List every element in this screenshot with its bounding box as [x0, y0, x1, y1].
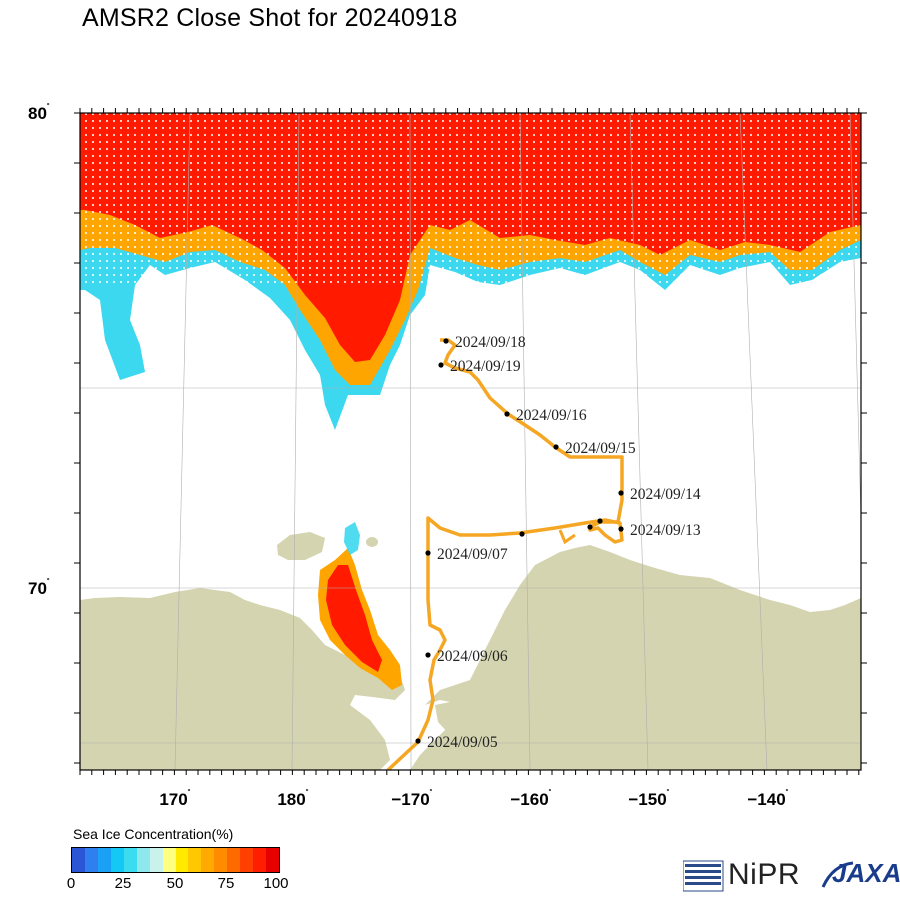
lon-label-m160: −160˚	[510, 788, 552, 809]
track-date-label: 2024/09/14	[630, 486, 701, 503]
lon-label-m140: −140˚	[747, 788, 789, 809]
colorbar-swatch	[136, 848, 150, 872]
colorbar-swatch	[97, 848, 111, 872]
colorbar-swatch	[175, 848, 189, 872]
jaxa-swoosh-icon	[821, 861, 854, 888]
track-date-dot	[438, 362, 444, 368]
colorbar-swatch	[253, 848, 267, 872]
colorbar-swatch	[84, 848, 98, 872]
colorbar-swatch	[162, 848, 176, 872]
land-wrangel-island	[277, 532, 325, 560]
track-date-dot	[504, 411, 510, 417]
track-date-label: 2024/09/18	[455, 334, 526, 351]
colorbar-tick-0: 0	[66, 875, 76, 892]
colorbar	[71, 847, 280, 873]
track-date-label: 2024/09/15	[565, 440, 636, 457]
colorbar-tick-50: 50	[166, 875, 184, 892]
tick-marks	[74, 108, 867, 775]
map-frame	[79, 112, 862, 771]
track-date-dot	[415, 738, 421, 744]
track-point-dot	[597, 518, 603, 524]
colorbar-swatch	[201, 848, 215, 872]
track-date-label: 2024/09/19	[450, 358, 521, 375]
track-date-label: 2024/09/07	[437, 546, 508, 563]
track-date-label: 2024/09/13	[630, 522, 701, 539]
legend-title: Sea Ice Concentration(%)	[73, 826, 234, 842]
track-date-label: 2024/09/16	[516, 407, 587, 424]
colorbar-tick-75: 75	[217, 875, 235, 892]
nipr-logo-icon	[683, 860, 724, 892]
track-date-label: 2024/09/06	[437, 648, 508, 665]
lon-label-m170: −170˚	[391, 788, 433, 809]
track-date-dot	[618, 526, 624, 532]
colorbar-swatch	[110, 848, 124, 872]
land-seward-peninsula	[435, 700, 510, 745]
lat-label-80: 80˚	[28, 102, 50, 123]
colorbar-swatch	[149, 848, 163, 872]
nipr-logo-text: NiPR	[728, 858, 801, 891]
track-date-label: 2024/09/05	[427, 734, 498, 751]
map-title: AMSR2 Close Shot for 20240918	[82, 4, 458, 32]
colorbar-swatch	[123, 848, 137, 872]
track-point-dot	[519, 531, 525, 537]
track-date-dot	[553, 444, 559, 450]
track-date-dot	[425, 550, 431, 556]
colorbar-swatch	[188, 848, 202, 872]
track-date-dot	[443, 338, 449, 344]
logos	[683, 860, 854, 892]
colorbar-swatch	[214, 848, 228, 872]
colorbar-swatch	[227, 848, 241, 872]
track-point-dot	[587, 524, 593, 530]
ship-track	[386, 338, 624, 770]
ice-coastal-high	[326, 565, 382, 672]
track-date-dot	[425, 652, 431, 658]
track-date-markers: 2024/09/18 2024/09/19 2024/09/16 2024/09/15…	[415, 334, 701, 751]
ice-coastal-low	[344, 522, 360, 555]
lat-label-70: 70˚	[28, 577, 50, 598]
graticule	[80, 113, 861, 770]
colorbar-tick-100: 100	[263, 875, 289, 892]
land-herald-island	[366, 537, 378, 547]
colorbar-swatch	[266, 848, 279, 872]
colorbar-tick-25: 25	[114, 875, 132, 892]
lon-label-170: 170˚	[159, 788, 191, 809]
track-date-dot	[618, 490, 624, 496]
land-chukotka	[80, 588, 405, 770]
lon-label-180: 180˚	[277, 788, 309, 809]
lon-label-m150: −150˚	[628, 788, 670, 809]
colorbar-swatch	[72, 848, 85, 872]
ice-dot-overlay	[80, 113, 861, 283]
colorbar-swatch	[240, 848, 254, 872]
land-alaska	[410, 545, 861, 770]
jaxa-logo-text: JAXA	[832, 858, 900, 888]
